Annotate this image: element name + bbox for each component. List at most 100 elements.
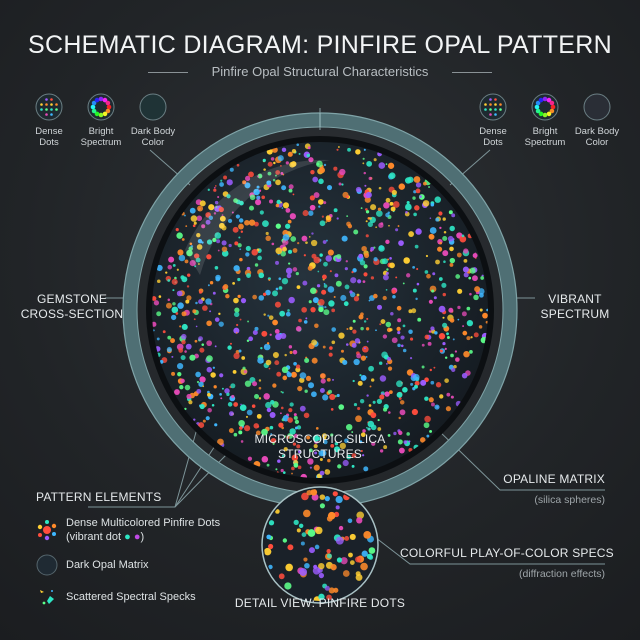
dot <box>362 454 365 457</box>
dot <box>378 186 382 190</box>
dot <box>293 519 299 526</box>
icon-dot <box>484 108 487 111</box>
dot <box>313 256 321 264</box>
dot <box>449 246 454 252</box>
dot <box>353 296 360 302</box>
dot <box>187 273 191 277</box>
dot <box>331 327 336 332</box>
dot <box>311 339 318 346</box>
dot <box>296 444 301 449</box>
dot <box>457 305 461 310</box>
dot <box>308 300 312 304</box>
label-detail-view: DETAIL VIEW: PINFIRE DOTS <box>234 596 406 610</box>
dot <box>217 249 220 252</box>
dot <box>257 357 264 364</box>
dot <box>387 411 391 414</box>
dot <box>336 254 342 260</box>
dot <box>286 372 292 378</box>
label-play-of-color-sub: (diffraction effects) <box>519 568 605 580</box>
dot <box>365 355 368 358</box>
dot <box>195 371 201 378</box>
icon-dot <box>494 103 497 106</box>
dot <box>294 426 298 430</box>
dot <box>397 225 400 227</box>
dot <box>297 385 303 392</box>
dot <box>338 332 345 339</box>
dot <box>397 318 402 323</box>
dot <box>434 196 441 203</box>
dot <box>352 379 355 383</box>
dot <box>356 511 365 520</box>
dot <box>336 557 343 563</box>
dot <box>369 385 372 388</box>
dot <box>424 270 429 274</box>
dot <box>217 438 224 446</box>
dot <box>449 318 455 323</box>
dot <box>269 425 274 430</box>
dot <box>233 402 239 407</box>
dot <box>351 342 357 348</box>
dot <box>363 148 366 151</box>
dot <box>363 347 366 350</box>
dot <box>275 170 281 175</box>
dot <box>301 532 307 538</box>
dot <box>189 207 196 214</box>
dot <box>311 253 317 259</box>
legend-item: Dense Dots <box>26 92 72 148</box>
dot <box>330 443 335 448</box>
dot <box>336 393 340 398</box>
dot <box>263 393 270 400</box>
dot <box>358 314 364 320</box>
dot <box>219 182 224 187</box>
dot <box>363 171 367 175</box>
dot <box>363 252 370 258</box>
dot <box>248 336 254 342</box>
dot <box>382 334 388 339</box>
dot <box>184 214 186 217</box>
dot <box>389 201 394 206</box>
dot <box>214 232 222 239</box>
dot <box>275 509 280 514</box>
wheel-dot <box>102 111 108 117</box>
dot <box>386 362 388 365</box>
dot <box>176 268 179 271</box>
dot <box>199 200 206 207</box>
dot <box>282 538 288 543</box>
dot <box>274 301 281 308</box>
dot <box>294 419 300 425</box>
dot <box>301 307 307 313</box>
dot <box>288 249 293 254</box>
dot <box>382 274 389 281</box>
dot <box>421 365 425 369</box>
dot <box>387 356 391 361</box>
dot <box>213 186 216 189</box>
icon-dot <box>50 113 53 116</box>
dot <box>428 397 434 403</box>
dot <box>218 222 225 229</box>
dot <box>368 547 376 554</box>
dot <box>450 353 454 358</box>
dot <box>318 562 325 570</box>
dot <box>181 311 187 317</box>
wheel-dot <box>549 108 555 114</box>
dot <box>370 246 375 251</box>
dot <box>234 241 239 246</box>
dot <box>486 308 488 312</box>
dot <box>417 317 422 322</box>
dot <box>319 458 323 462</box>
dot <box>305 317 308 320</box>
dot <box>238 430 243 435</box>
dot <box>292 349 298 355</box>
dot <box>324 469 331 475</box>
dot <box>212 366 215 369</box>
dot <box>461 372 468 379</box>
detail-view-circle <box>261 486 379 604</box>
dot <box>281 185 287 191</box>
dot <box>306 435 311 440</box>
dot <box>213 212 217 215</box>
dot <box>215 274 221 281</box>
dot <box>240 403 242 406</box>
dot <box>266 407 272 413</box>
dot <box>302 280 308 286</box>
